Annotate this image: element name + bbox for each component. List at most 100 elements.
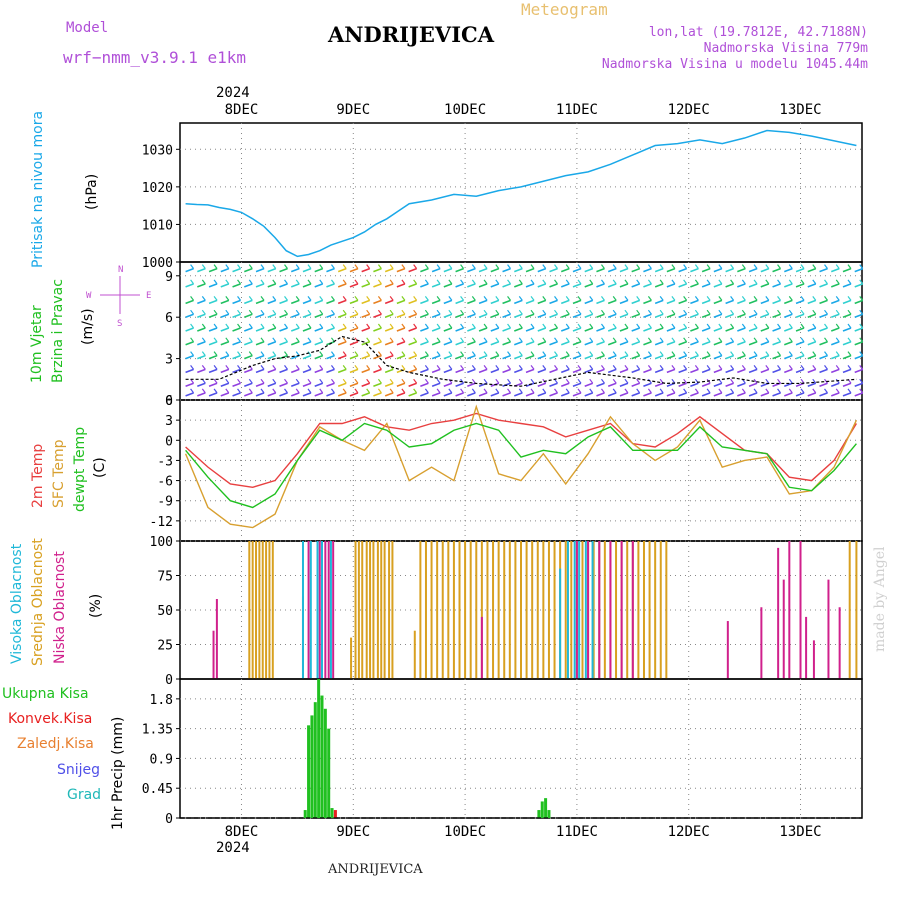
wind-barb-flag	[190, 365, 195, 370]
wind-barb	[807, 382, 817, 387]
dewpt-line	[185, 422, 857, 509]
wind-barb-flag	[401, 264, 406, 270]
wind-barb-flag	[589, 264, 594, 270]
wind-barb-flag	[835, 351, 840, 356]
wind-barb-flag	[354, 378, 359, 384]
wind-barb-flag	[272, 337, 277, 343]
wind-barb-flag	[788, 388, 793, 394]
wind-barb-flag	[812, 296, 817, 301]
wind-barb	[607, 299, 617, 305]
wind-barb	[361, 392, 370, 397]
wind-barb	[560, 283, 570, 288]
wind-barb-flag	[518, 388, 523, 394]
wind-barb-flag	[683, 365, 688, 370]
wind-barb-flag	[307, 264, 312, 270]
wind-barb-flag	[307, 309, 312, 315]
wind-barb-flag	[859, 351, 864, 356]
wind-barb	[314, 392, 324, 397]
wind-barb	[678, 341, 687, 346]
wind-barb-flag	[683, 388, 688, 394]
wind-barb-flag	[319, 323, 324, 329]
wind-barb-flag	[483, 351, 488, 356]
wind-barb-flag	[471, 296, 476, 301]
wind-barb	[795, 313, 805, 318]
wind-barb-flag	[190, 323, 195, 329]
wind-barb-flag	[354, 296, 359, 301]
wind-barb	[197, 382, 206, 387]
wind-barb	[431, 267, 441, 273]
wind-barb-flag	[565, 264, 570, 270]
wind-barb-flag	[554, 337, 558, 343]
wind-barb	[701, 368, 711, 374]
wind-barb-flag	[565, 309, 570, 315]
wind-barb	[643, 382, 652, 387]
wind-barb	[772, 267, 781, 273]
wind-barb	[678, 313, 687, 318]
wind-barb-flag	[777, 337, 782, 343]
wind-barb	[772, 283, 781, 288]
wind-barb-flag	[859, 309, 864, 315]
wind-barb	[525, 313, 535, 318]
wind-barb	[349, 368, 359, 374]
wind-barb-flag	[741, 309, 746, 315]
wind-barb-flag	[835, 323, 840, 329]
wind-barb-flag	[812, 264, 817, 270]
wind-barb-flag	[460, 296, 465, 301]
wind-barb	[596, 368, 605, 374]
wind-barb	[748, 392, 758, 397]
wind-barb	[596, 299, 605, 305]
wind-barb-flag	[272, 264, 277, 270]
wind-barb-flag	[330, 388, 335, 394]
wind-barb	[290, 382, 300, 387]
wind-barb-flag	[636, 264, 641, 270]
x-tick-label-top: 8DEC	[225, 102, 259, 118]
wind-barb-flag	[659, 351, 664, 356]
wind-barb-flag	[190, 337, 195, 343]
wind-barb-flag	[600, 264, 605, 270]
wind-barb-flag	[225, 309, 230, 315]
wind-barb-flag	[295, 365, 300, 370]
wind-barb	[584, 382, 594, 387]
wind-barb	[255, 283, 265, 288]
wind-barb-flag	[272, 279, 277, 285]
wind-barb	[549, 382, 558, 387]
y-tick-label: 1020	[142, 181, 173, 196]
wind-barb-flag	[718, 279, 723, 285]
wind-barb	[631, 382, 640, 387]
wind-barb-flag	[389, 378, 394, 384]
wind-barb-flag	[518, 279, 523, 285]
wind-barb-flag	[401, 351, 406, 356]
wind-barb-flag	[647, 323, 652, 329]
wind-barb-flag	[448, 296, 453, 301]
wind-barb	[537, 382, 547, 387]
wind-barb	[748, 341, 758, 346]
wind-barb-flag	[190, 388, 195, 394]
precip-total-bar	[303, 810, 307, 818]
wind-barb	[784, 313, 793, 318]
compass-south: S	[117, 319, 122, 328]
y-tick-label: -6	[157, 475, 173, 490]
wind-barb-flag	[753, 309, 758, 315]
wind-barb	[760, 368, 770, 374]
wind-barb	[854, 354, 864, 360]
wind-barb	[572, 341, 582, 346]
panel-wind: 0 3 6 9	[165, 261, 864, 409]
wind-barb	[443, 327, 453, 332]
wind-barb	[654, 313, 664, 318]
y-tick-label: 3	[165, 353, 173, 368]
wind-barb	[713, 368, 723, 374]
wind-barb	[737, 368, 746, 374]
wind-barb	[537, 267, 547, 273]
wind-barb	[337, 341, 347, 346]
wind-barb	[737, 267, 746, 273]
wind-barb	[830, 368, 840, 374]
wind-barb	[819, 354, 828, 360]
wind-barb-flag	[706, 337, 711, 343]
wind-barb-flag	[507, 388, 512, 394]
wind-barb	[584, 267, 594, 273]
wind-barb	[842, 283, 852, 288]
wind-barb	[502, 341, 511, 346]
wind-barb-flag	[413, 388, 418, 394]
wind-barb-flag	[483, 296, 488, 301]
wind-barb	[643, 354, 652, 360]
